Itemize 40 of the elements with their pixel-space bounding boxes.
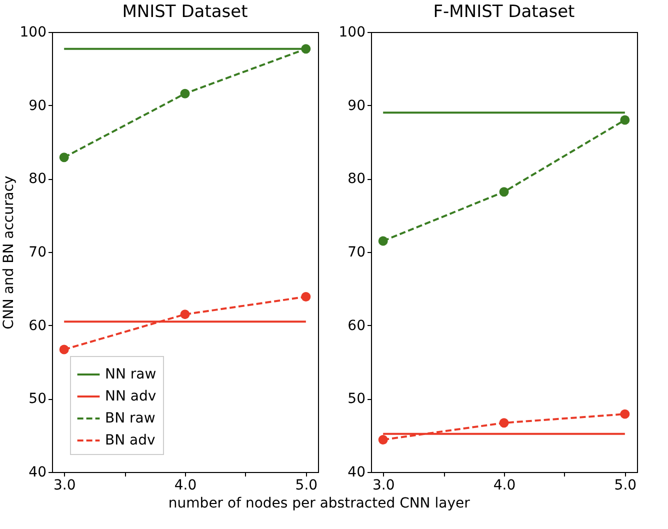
y-axis-title: CNN and BN accuracy [0, 176, 17, 330]
y-tick-label: 90 [28, 98, 46, 114]
x-tick-label: 3.0 [53, 478, 76, 494]
point [180, 310, 190, 320]
y-tick-label: 60 [28, 318, 46, 334]
x-tick-label: 3.0 [372, 478, 395, 494]
point [499, 187, 509, 197]
y-tick-label: 100 [338, 24, 366, 40]
y-tick-label: 70 [28, 244, 46, 260]
chart-title: MNIST Dataset [122, 2, 248, 22]
x-tick-label: 4.0 [174, 478, 197, 494]
point [378, 435, 388, 444]
point [180, 88, 190, 98]
legend-label: BN raw [105, 410, 156, 426]
y-tick-label: 60 [348, 318, 366, 334]
x-tick-label: 4.0 [493, 478, 516, 494]
x-tick-label: 5.0 [614, 478, 637, 494]
x-tick-label: 5.0 [295, 478, 318, 494]
point [620, 409, 630, 419]
y-tick-label: 70 [348, 244, 366, 260]
legend-label: BN adv [105, 432, 156, 448]
y-tick-label: 90 [348, 98, 366, 114]
legend-label: NN adv [105, 388, 156, 404]
chart-title: F-MNIST Dataset [433, 2, 576, 22]
y-tick-label: 50 [348, 391, 366, 408]
point [59, 152, 69, 162]
y-tick-label: 40 [348, 464, 366, 480]
y-tick-label: 100 [20, 24, 46, 40]
point [378, 236, 388, 246]
y-tick-label: 80 [348, 171, 366, 188]
y-tick-label: 80 [28, 171, 46, 188]
point [59, 344, 69, 354]
point [620, 115, 630, 125]
point [499, 418, 509, 428]
y-tick-label: 50 [28, 391, 46, 408]
point [301, 292, 311, 302]
x-axis-title: number of nodes per abstracted CNN layer [168, 496, 470, 512]
y-tick-label: 40 [28, 464, 46, 480]
legend-label: NN raw [105, 366, 156, 382]
point [301, 44, 311, 54]
